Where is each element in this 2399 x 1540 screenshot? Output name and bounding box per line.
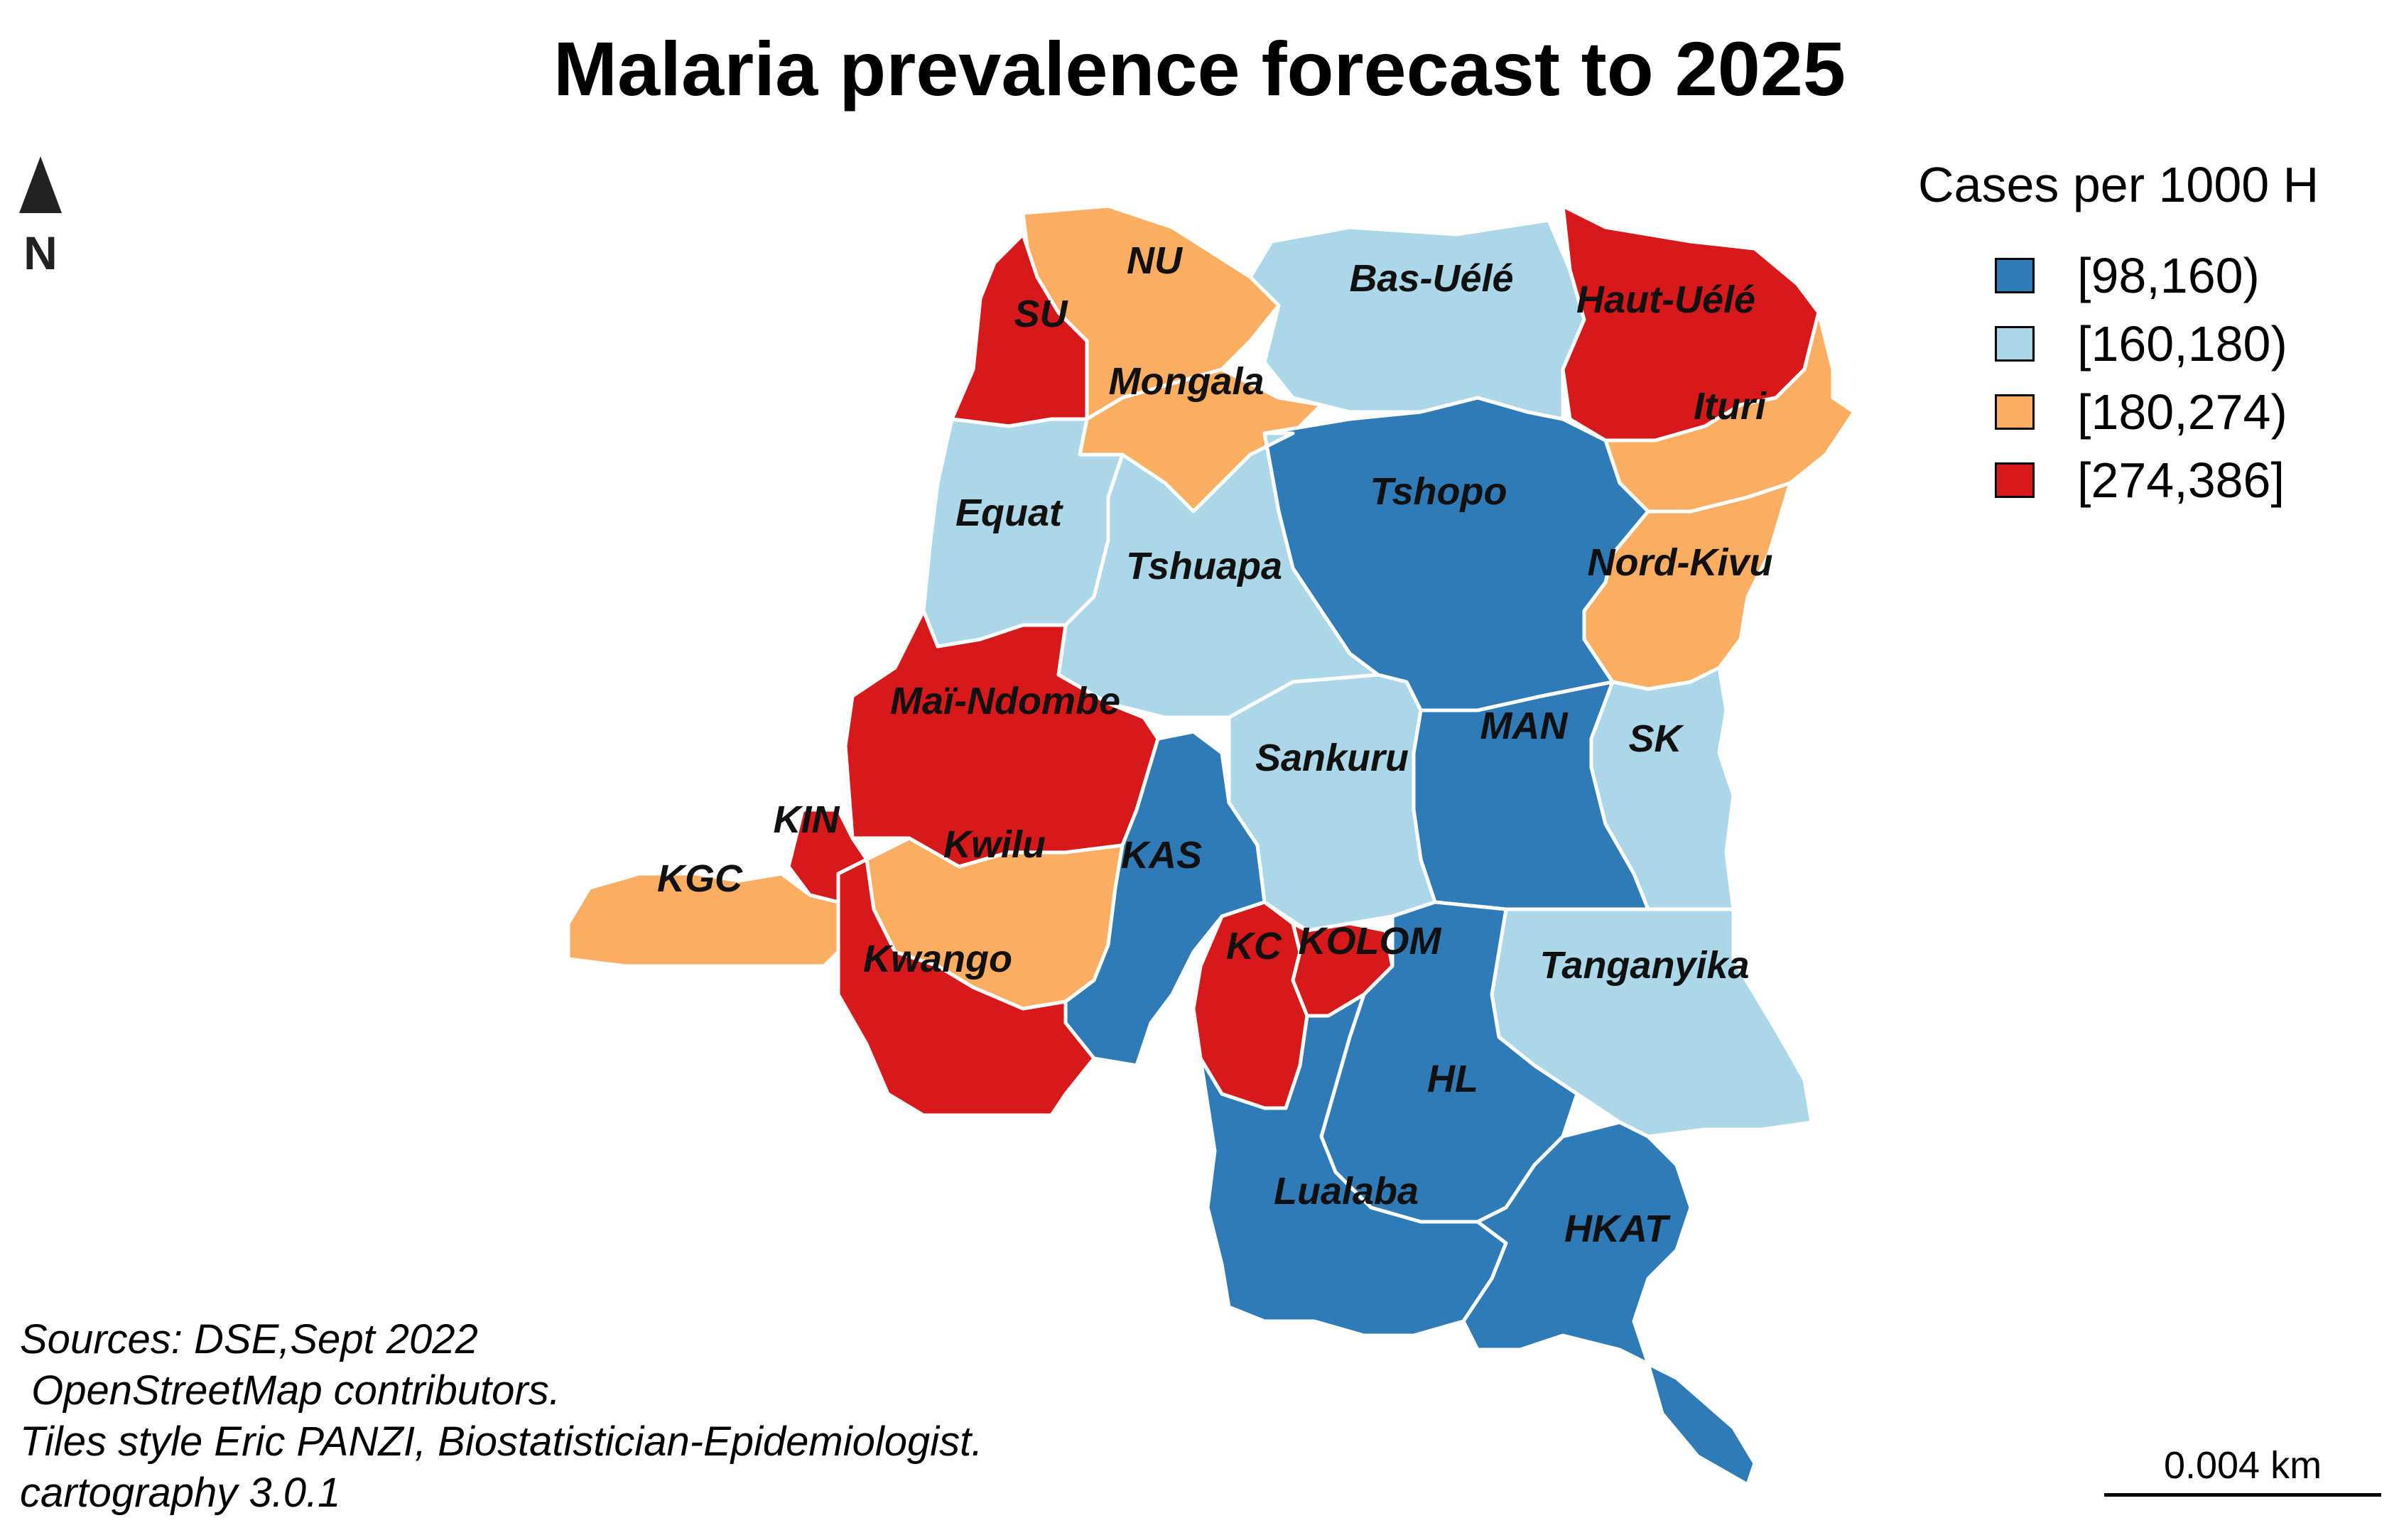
province-label: Mongala <box>1108 360 1264 403</box>
province-label: Maï-Ndombe <box>890 680 1120 722</box>
legend-swatch <box>1995 326 2035 362</box>
province-label: Bas-Uélé <box>1349 257 1513 300</box>
legend-item: [274,386] <box>1995 446 2319 514</box>
scale-label: 0.004 km <box>2163 1444 2322 1487</box>
province-label: HL <box>1427 1058 1478 1100</box>
province-region <box>1582 481 1792 691</box>
province-region <box>836 857 1096 1117</box>
legend-label: [98,160) <box>2077 248 2260 303</box>
map-title: Malaria prevalence forecast to 2025 <box>553 26 1846 112</box>
legend-label: [160,180) <box>2077 316 2287 372</box>
province-label: Tshopo <box>1370 470 1507 513</box>
legend-swatch <box>1995 462 2035 498</box>
province-label: KC <box>1226 925 1282 967</box>
province-label: KOLOM <box>1299 920 1442 962</box>
sources-credits: Sources: DSE,Sept 2022 OpenStreetMap con… <box>20 1316 983 1516</box>
legend-label: [180,274) <box>2077 384 2287 440</box>
province-label: Haut-Uélé <box>1576 278 1755 321</box>
province-label: Lualaba <box>1274 1170 1419 1213</box>
province-region <box>1063 730 1267 1068</box>
legend-swatch <box>1995 258 2035 293</box>
province-label: Equat <box>955 492 1063 534</box>
province-region <box>1198 992 1508 1338</box>
province-label: NU <box>1127 239 1184 282</box>
province-region <box>1248 218 1586 421</box>
province-label: Tanganyika <box>1539 944 1749 987</box>
north-arrow: N <box>16 156 65 280</box>
province-label: Ituri <box>1694 385 1767 428</box>
province-label: HKAT <box>1564 1208 1671 1250</box>
province-label: SK <box>1628 717 1684 760</box>
province-label: SU <box>1014 293 1068 335</box>
province-label: MAN <box>1480 705 1569 747</box>
scale-bar-line <box>2104 1493 2381 1497</box>
legend-swatch <box>1995 394 2035 430</box>
province-region <box>1461 1120 1757 1487</box>
province-label: Kwilu <box>943 823 1046 866</box>
scale-bar: 0.004 km <box>2104 1443 2381 1497</box>
province-region <box>1589 666 1735 911</box>
province-label: Nord-Kivu <box>1588 541 1773 584</box>
province-label: Kwango <box>863 938 1012 980</box>
province-label: Sankuru <box>1255 737 1409 779</box>
north-label: N <box>23 227 58 279</box>
north-arrow-icon <box>19 156 62 213</box>
province-label: Tshuapa <box>1126 545 1282 587</box>
province-region <box>1056 431 1380 720</box>
legend-item: [98,160) <box>1995 242 2319 310</box>
legend-title: Cases per 1000 H <box>1918 157 2319 212</box>
province-label: KIN <box>774 798 840 841</box>
province-label: KGC <box>657 857 743 900</box>
legend-label: [274,386] <box>2077 452 2285 508</box>
legend: Cases per 1000 H [98,160) [160,180) [180… <box>1918 156 2319 514</box>
province-label: KAS <box>1121 834 1202 877</box>
legend-item: [180,274) <box>1995 378 2319 446</box>
legend-item: [160,180) <box>1995 310 2319 378</box>
